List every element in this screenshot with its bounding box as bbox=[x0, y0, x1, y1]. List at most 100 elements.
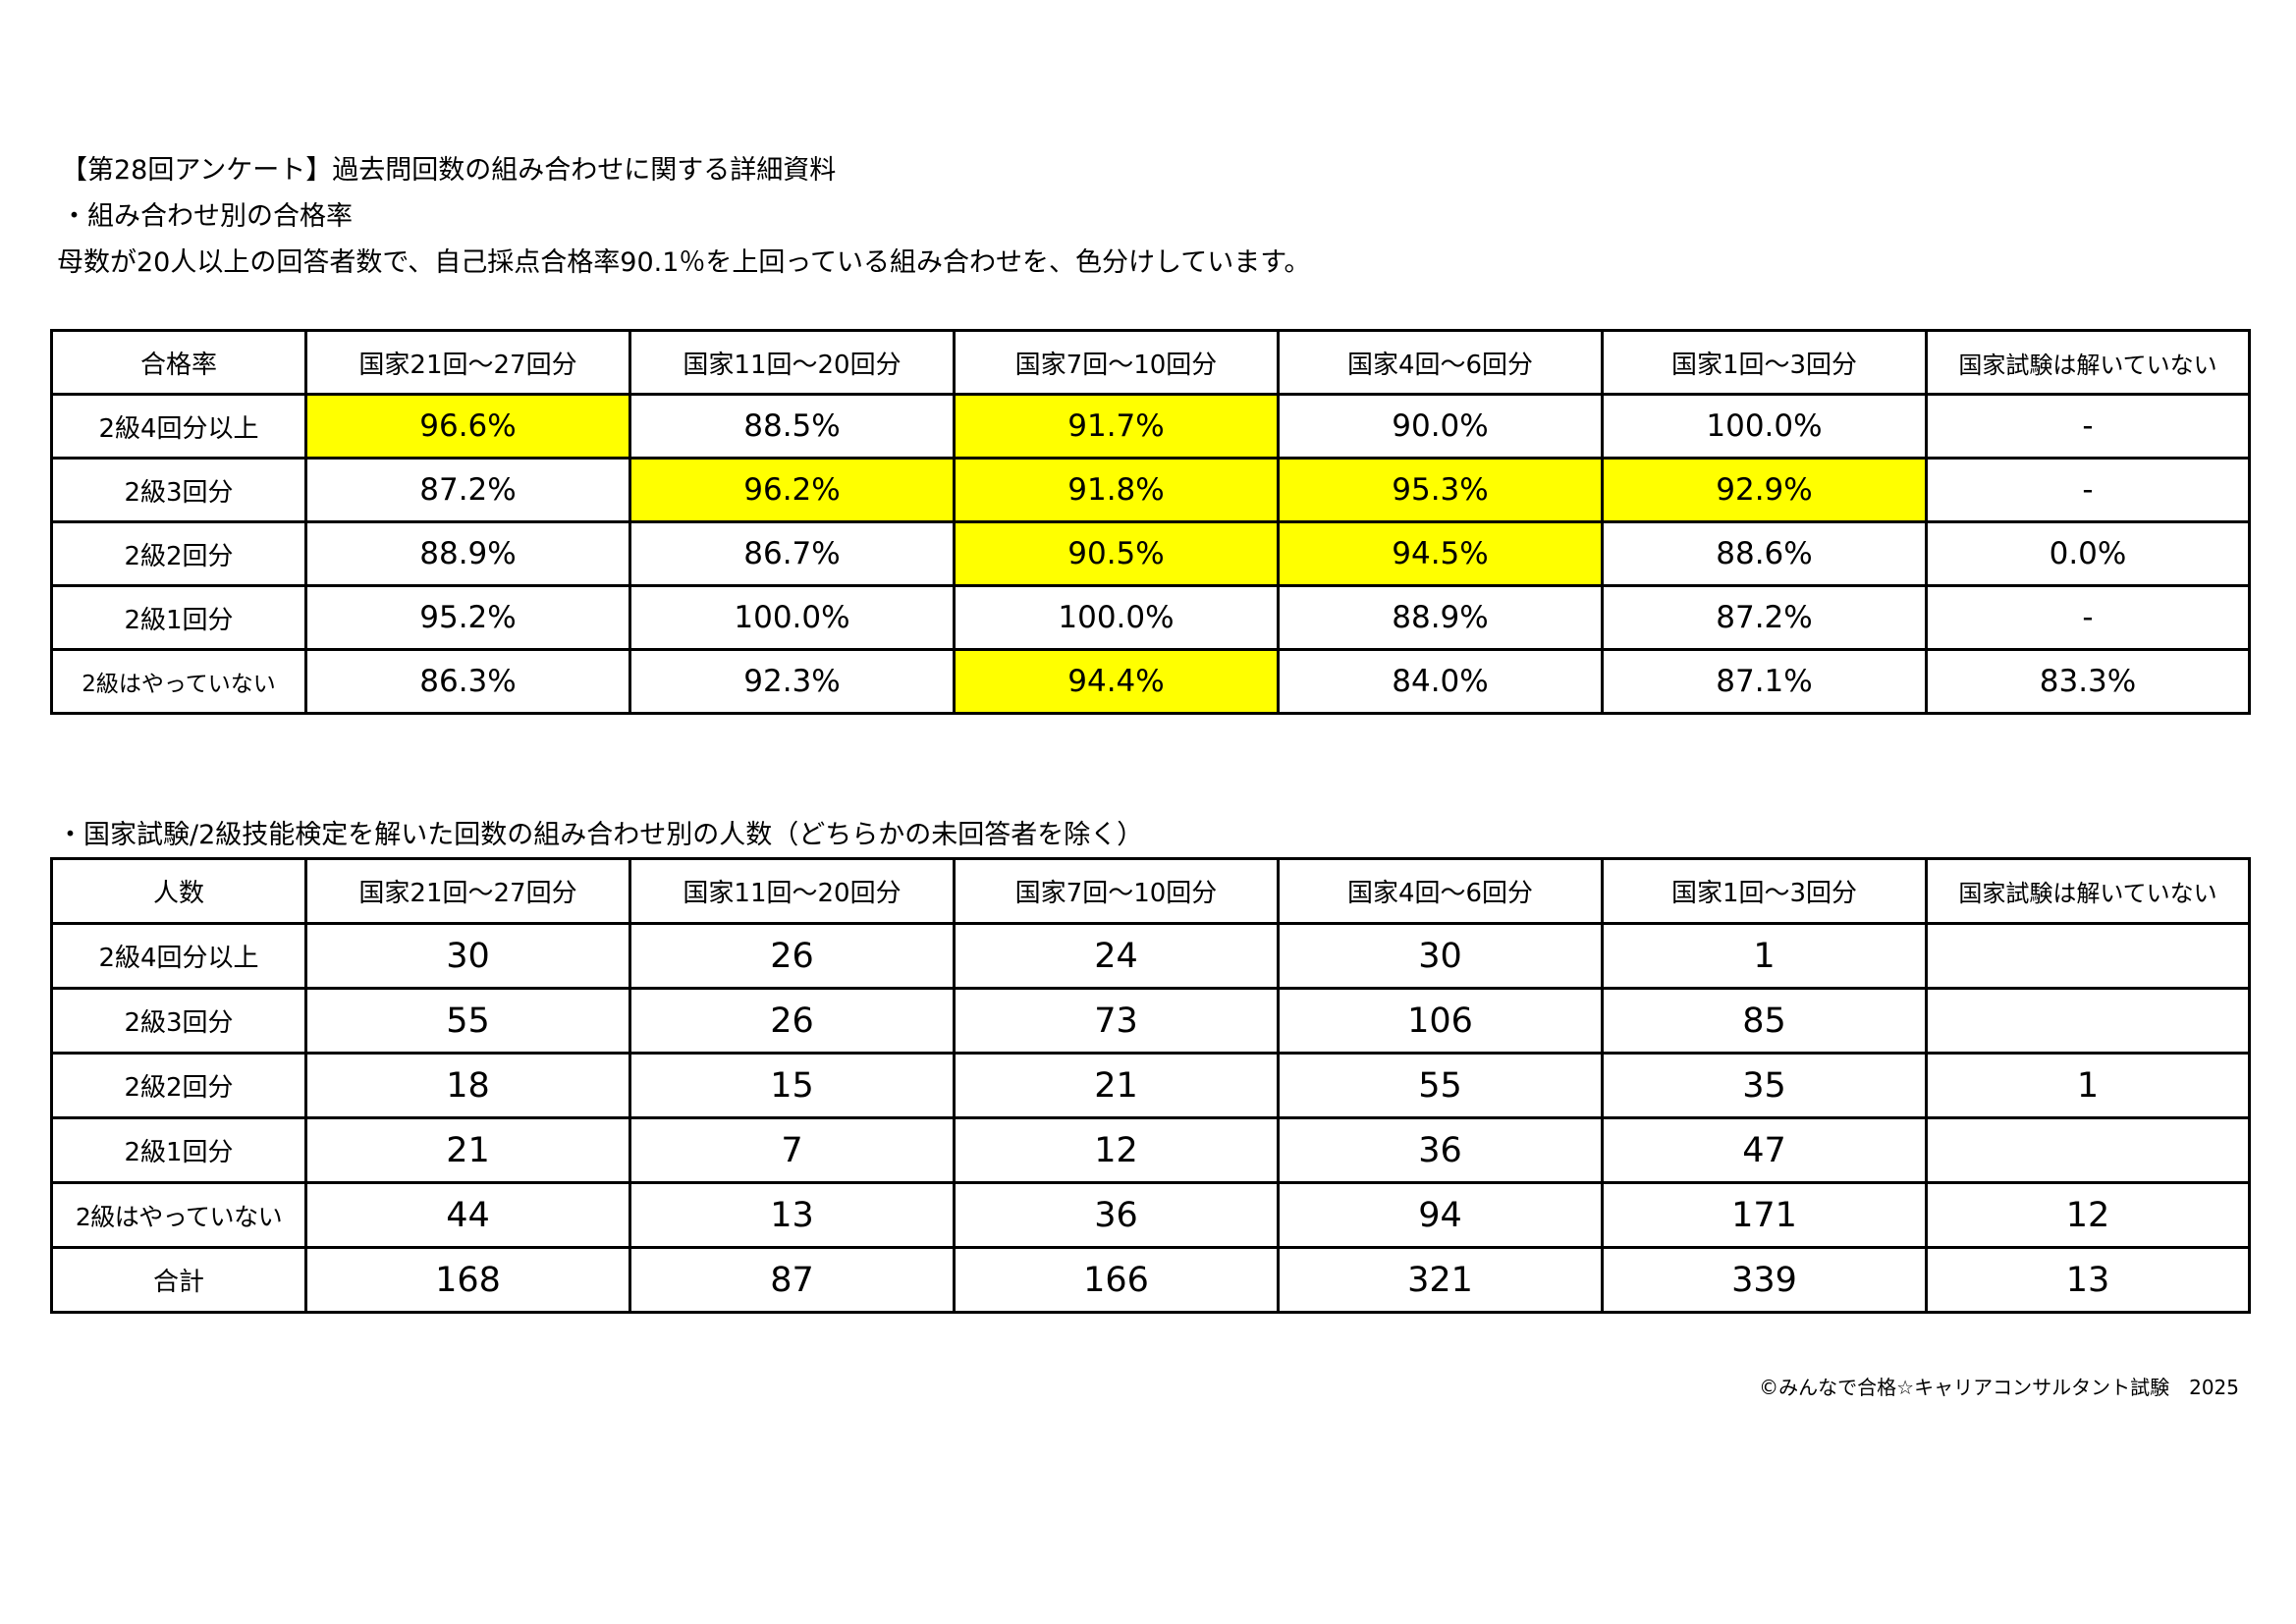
count-cell: 26 bbox=[629, 922, 956, 990]
column-header: 国家7回～10回分 bbox=[953, 857, 1280, 925]
row-label: 2級1回分 bbox=[50, 584, 307, 651]
count-cell: 36 bbox=[953, 1181, 1280, 1249]
column-header: 国家11回～20回分 bbox=[629, 857, 956, 925]
table-row: 2級2回分 88.9% 86.7% 90.5% 94.5% 88.6% 0.0% bbox=[50, 520, 2251, 587]
column-header: 国家4回～6回分 bbox=[1277, 329, 1604, 396]
rate-cell: 0.0% bbox=[1925, 520, 2251, 587]
total-cell: 321 bbox=[1277, 1246, 1604, 1314]
table-row: 2級1回分 21 7 12 36 47 bbox=[50, 1116, 2251, 1184]
count-cell: 13 bbox=[629, 1181, 956, 1249]
row-label: 2級3回分 bbox=[50, 457, 307, 523]
row-label: 2級4回分以上 bbox=[50, 922, 307, 990]
pass-rate-section-title: ・組み合わせ別の合格率 bbox=[61, 201, 353, 232]
column-header: 国家11回～20回分 bbox=[629, 329, 956, 396]
rate-cell: 88.9% bbox=[304, 520, 631, 587]
row-label: 合計 bbox=[50, 1246, 307, 1314]
count-section-title: ・国家試験/2級技能検定を解いた回数の組み合わせ別の人数（どちらかの未回答者を除… bbox=[57, 820, 1144, 850]
column-header: 国家試験は解いていない bbox=[1925, 329, 2251, 396]
document-title: 【第28回アンケート】過去問回数の組み合わせに関する詳細資料 bbox=[61, 155, 837, 186]
count-cell: 12 bbox=[953, 1116, 1280, 1184]
rate-cell: 90.0% bbox=[1277, 393, 1604, 460]
corner-cell: 合格率 bbox=[50, 329, 307, 396]
rate-cell: 83.3% bbox=[1925, 648, 2251, 715]
count-cell bbox=[1925, 1116, 2251, 1184]
table-row: 2級3回分 87.2% 96.2% 91.8% 95.3% 92.9% - bbox=[50, 457, 2251, 523]
row-label: 2級3回分 bbox=[50, 987, 307, 1055]
total-cell: 168 bbox=[304, 1246, 631, 1314]
table-header-row: 人数 国家21回～27回分 国家11回～20回分 国家7回～10回分 国家4回～… bbox=[50, 857, 2251, 925]
table-row: 2級はやっていない 86.3% 92.3% 94.4% 84.0% 87.1% … bbox=[50, 648, 2251, 715]
rate-cell: - bbox=[1925, 584, 2251, 651]
count-cell: 106 bbox=[1277, 987, 1604, 1055]
count-cell: 21 bbox=[953, 1052, 1280, 1119]
column-header: 国家21回～27回分 bbox=[304, 857, 631, 925]
count-cell: 15 bbox=[629, 1052, 956, 1119]
table-row: 2級2回分 18 15 21 55 35 1 bbox=[50, 1052, 2251, 1119]
count-cell: 55 bbox=[1277, 1052, 1604, 1119]
table-header-row: 合格率 国家21回～27回分 国家11回～20回分 国家7回～10回分 国家4回… bbox=[50, 329, 2251, 396]
rate-cell-highlighted: 92.9% bbox=[1601, 457, 1928, 523]
rate-cell-highlighted: 94.5% bbox=[1277, 520, 1604, 587]
row-label: 2級2回分 bbox=[50, 1052, 307, 1119]
rate-cell-highlighted: 96.2% bbox=[629, 457, 956, 523]
table-row: 2級4回分以上 30 26 24 30 1 bbox=[50, 922, 2251, 990]
column-header: 国家7回～10回分 bbox=[953, 329, 1280, 396]
rate-cell: 87.1% bbox=[1601, 648, 1928, 715]
count-cell: 12 bbox=[1925, 1181, 2251, 1249]
rate-cell: 92.3% bbox=[629, 648, 956, 715]
count-cell bbox=[1925, 987, 2251, 1055]
rate-cell: 87.2% bbox=[1601, 584, 1928, 651]
rate-cell: 100.0% bbox=[953, 584, 1280, 651]
corner-cell: 人数 bbox=[50, 857, 307, 925]
total-cell: 166 bbox=[953, 1246, 1280, 1314]
pass-rate-table: 合格率 国家21回～27回分 国家11回～20回分 国家7回～10回分 国家4回… bbox=[50, 329, 2251, 715]
column-header: 国家1回～3回分 bbox=[1601, 857, 1928, 925]
respondent-count-table: 人数 国家21回～27回分 国家11回～20回分 国家7回～10回分 国家4回～… bbox=[50, 857, 2251, 1314]
count-cell: 1 bbox=[1925, 1052, 2251, 1119]
column-header: 国家21回～27回分 bbox=[304, 329, 631, 396]
total-cell: 339 bbox=[1601, 1246, 1928, 1314]
count-cell: 171 bbox=[1601, 1181, 1928, 1249]
count-cell: 94 bbox=[1277, 1181, 1604, 1249]
count-cell: 73 bbox=[953, 987, 1280, 1055]
count-cell: 35 bbox=[1601, 1052, 1928, 1119]
row-label: 2級4回分以上 bbox=[50, 393, 307, 460]
copyright-notice: ©みんなで合格☆キャリアコンサルタント試験 2025 bbox=[1759, 1376, 2239, 1399]
column-header: 国家1回～3回分 bbox=[1601, 329, 1928, 396]
total-row: 合計 168 87 166 321 339 13 bbox=[50, 1246, 2251, 1314]
row-label: 2級はやっていない bbox=[50, 648, 307, 715]
table-row: 2級3回分 55 26 73 106 85 bbox=[50, 987, 2251, 1055]
rate-cell-highlighted: 91.7% bbox=[953, 393, 1280, 460]
count-cell: 30 bbox=[304, 922, 631, 990]
count-cell: 30 bbox=[1277, 922, 1604, 990]
total-cell: 87 bbox=[629, 1246, 956, 1314]
column-header: 国家4回～6回分 bbox=[1277, 857, 1604, 925]
rate-cell: 86.3% bbox=[304, 648, 631, 715]
count-cell: 21 bbox=[304, 1116, 631, 1184]
row-label: 2級2回分 bbox=[50, 520, 307, 587]
rate-cell: 100.0% bbox=[1601, 393, 1928, 460]
row-label: 2級1回分 bbox=[50, 1116, 307, 1184]
count-cell: 1 bbox=[1601, 922, 1928, 990]
table-row: 2級はやっていない 44 13 36 94 171 12 bbox=[50, 1181, 2251, 1249]
count-cell: 24 bbox=[953, 922, 1280, 990]
count-cell bbox=[1925, 922, 2251, 990]
column-header: 国家試験は解いていない bbox=[1925, 857, 2251, 925]
count-cell: 26 bbox=[629, 987, 956, 1055]
count-cell: 85 bbox=[1601, 987, 1928, 1055]
rate-cell: - bbox=[1925, 393, 2251, 460]
rate-cell: 88.5% bbox=[629, 393, 956, 460]
rate-cell-highlighted: 95.3% bbox=[1277, 457, 1604, 523]
count-cell: 47 bbox=[1601, 1116, 1928, 1184]
rate-cell: 88.6% bbox=[1601, 520, 1928, 587]
count-cell: 18 bbox=[304, 1052, 631, 1119]
highlight-note: 母数が20人以上の回答者数で、自己採点合格率90.1％を上回っている組み合わせを… bbox=[57, 247, 1311, 278]
rate-cell-highlighted: 90.5% bbox=[953, 520, 1280, 587]
count-cell: 44 bbox=[304, 1181, 631, 1249]
rate-cell: 87.2% bbox=[304, 457, 631, 523]
count-cell: 7 bbox=[629, 1116, 956, 1184]
rate-cell: 88.9% bbox=[1277, 584, 1604, 651]
rate-cell: 95.2% bbox=[304, 584, 631, 651]
table-row: 2級4回分以上 96.6% 88.5% 91.7% 90.0% 100.0% - bbox=[50, 393, 2251, 460]
rate-cell: 86.7% bbox=[629, 520, 956, 587]
